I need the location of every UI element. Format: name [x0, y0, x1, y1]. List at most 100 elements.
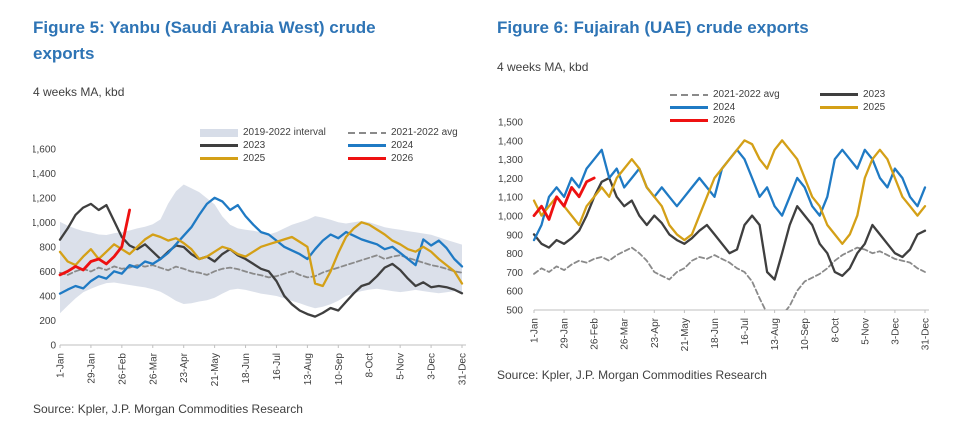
svg-text:700: 700	[506, 268, 523, 279]
svg-text:16-Jul: 16-Jul	[272, 353, 283, 380]
figure6-legend-label-2021-2022-avg: 2021-2022 avg	[713, 89, 780, 100]
svg-text:1-Jan: 1-Jan	[56, 353, 67, 378]
figure5-legend-swatch-2026	[348, 157, 386, 160]
svg-text:23-Apr: 23-Apr	[650, 317, 661, 348]
figure6-subtitle: 4 weeks MA, kbd	[497, 60, 589, 74]
figure5-y-axis-labels: 0 200 400 600 800 1,000 1,200 1,400 1,600	[33, 145, 56, 352]
figure5-legend-label-2023: 2023	[243, 140, 266, 151]
svg-text:200: 200	[39, 316, 56, 327]
svg-text:10-Sep: 10-Sep	[800, 318, 811, 351]
figure6-series-2024-line	[532, 148, 927, 242]
figure6-legend-item-2026: 2026	[670, 114, 780, 127]
figure5-legend-label-2019-2022-interval: 2019-2022 interval	[243, 127, 326, 138]
figure6-legend-swatch-2025	[820, 106, 858, 109]
svg-text:16-Jul: 16-Jul	[740, 318, 751, 345]
figure5-legend-col-1: 2019-2022 interval 2023 2025	[200, 126, 326, 165]
svg-text:0: 0	[50, 341, 56, 352]
svg-text:8-Oct: 8-Oct	[365, 353, 376, 378]
figure6-legend-item-2024: 2024	[670, 101, 780, 114]
svg-text:1,400: 1,400	[498, 136, 523, 147]
figure5-legend-swatch-2025	[200, 157, 238, 160]
figure5-legend-col-2: 2021-2022 avg 2024 2026	[348, 126, 458, 165]
svg-text:600: 600	[39, 267, 56, 278]
figure5-x-axis: 1-Jan 29-Jan 26-Feb 26-Mar 23-Apr 21-May 18-Ju…	[56, 344, 469, 386]
figure5-title: Figure 5: Yanbu (Saudi Arabia West) crud…	[33, 18, 376, 64]
svg-text:26-Feb: 26-Feb	[117, 353, 128, 385]
svg-text:21-May: 21-May	[680, 318, 691, 351]
svg-text:1,500: 1,500	[498, 118, 523, 129]
svg-text:1,200: 1,200	[498, 174, 523, 185]
svg-text:500: 500	[506, 306, 523, 317]
figure6-series-2021-2022-avg-line	[533, 246, 926, 310]
svg-text:1,600: 1,600	[33, 145, 56, 156]
svg-text:5-Nov: 5-Nov	[860, 318, 871, 345]
svg-text:1,400: 1,400	[33, 169, 56, 180]
figure5-legend-swatch-2023	[200, 144, 238, 147]
svg-text:13-Aug: 13-Aug	[303, 353, 314, 385]
figure5-legend-label-2024: 2024	[391, 140, 414, 151]
svg-text:18-Jun: 18-Jun	[241, 353, 252, 384]
figure5-series-2026-line	[58, 208, 131, 277]
svg-text:31-Dec: 31-Dec	[921, 318, 932, 350]
svg-text:1,200: 1,200	[33, 194, 56, 205]
svg-text:10-Sep: 10-Sep	[334, 353, 345, 386]
svg-text:1,100: 1,100	[498, 193, 523, 204]
svg-text:26-Mar: 26-Mar	[148, 352, 159, 384]
figure6-legend-swatch-2026	[670, 119, 708, 122]
svg-text:1-Jan: 1-Jan	[530, 318, 541, 343]
figure5-band-2019-2022-interval	[60, 184, 462, 314]
svg-text:1,000: 1,000	[33, 218, 56, 229]
figure5-legend-item-2024: 2024	[348, 139, 458, 152]
figure5-legend-item-2025: 2025	[200, 152, 326, 165]
svg-text:23-Apr: 23-Apr	[179, 352, 190, 383]
figure5-series-2024-line	[58, 196, 464, 295]
figure6-series-2026-line	[532, 176, 596, 221]
figure6-legend-item-2025: 2025	[820, 101, 885, 114]
figure5-legend-swatch-2019-2022-interval	[200, 128, 238, 137]
svg-text:1,000: 1,000	[498, 212, 523, 223]
svg-text:26-Feb: 26-Feb	[590, 318, 601, 350]
figure5-legend-label-2026: 2026	[391, 153, 414, 164]
figure5-legend-swatch-2024	[348, 144, 386, 147]
figure6-legend-label-2026: 2026	[713, 115, 736, 126]
figure5-legend-item-2023: 2023	[200, 139, 326, 152]
figure6-source: Source: Kpler, J.P. Morgan Commodities R…	[497, 368, 767, 382]
figure6-legend-item-2021-2022-avg: 2021-2022 avg	[670, 88, 780, 101]
svg-text:900: 900	[506, 230, 523, 241]
svg-text:31-Dec: 31-Dec	[458, 353, 469, 385]
figure5-source: Source: Kpler, J.P. Morgan Commodities R…	[33, 402, 303, 416]
svg-text:5-Nov: 5-Nov	[396, 353, 407, 380]
svg-text:13-Aug: 13-Aug	[770, 318, 781, 350]
svg-text:21-May: 21-May	[210, 353, 221, 386]
svg-text:1,300: 1,300	[498, 155, 523, 166]
figure5-legend-label-2021-2022-avg: 2021-2022 avg	[391, 127, 458, 138]
figure6-legend-swatch-2024	[670, 106, 708, 109]
svg-text:29-Jan: 29-Jan	[560, 318, 571, 349]
figure6-legend-swatch-2023	[820, 93, 858, 96]
svg-text:3-Dec: 3-Dec	[427, 353, 438, 380]
svg-text:8-Oct: 8-Oct	[830, 318, 841, 343]
figure5-series-2025-line	[58, 221, 464, 288]
figure6-panel: Figure 6: Fujairah (UAE) crude exports 4…	[497, 8, 959, 433]
svg-text:800: 800	[506, 249, 523, 260]
figure5-legend-item-2021-2022-avg: 2021-2022 avg	[348, 126, 458, 139]
figure6-chart: 500 600 700 800 900 1,000 1,100 1,200 1,300 1,400…	[498, 118, 932, 352]
figure6-title: Figure 6: Fujairah (UAE) crude exports	[497, 18, 809, 37]
figure6-series-2025-line	[532, 139, 927, 245]
figure5-series-2023-line	[58, 202, 464, 318]
svg-text:26-Mar: 26-Mar	[620, 317, 631, 349]
figure6-y-axis-labels: 500 600 700 800 900 1,000 1,100 1,200 1,300 1,400…	[498, 118, 523, 317]
figure6-series-2023-line	[532, 176, 927, 281]
svg-text:800: 800	[39, 243, 56, 254]
figure6-legend-col-2: 2023 2025	[820, 88, 885, 114]
svg-text:3-Dec: 3-Dec	[890, 318, 901, 345]
svg-text:400: 400	[39, 292, 56, 303]
figure6-legend-item-2023: 2023	[820, 88, 885, 101]
svg-text:18-Jun: 18-Jun	[710, 318, 721, 349]
figure5-legend-swatch-2021-2022-avg	[348, 131, 386, 134]
figure5-subtitle: 4 weeks MA, kbd	[33, 85, 125, 99]
svg-text:29-Jan: 29-Jan	[86, 353, 97, 384]
figure6-legend-swatch-2021-2022-avg	[670, 93, 708, 96]
figure5-panel: Figure 5: Yanbu (Saudi Arabia West) crud…	[33, 8, 473, 433]
figure5-legend-item-2019-2022-interval: 2019-2022 interval	[200, 126, 326, 139]
